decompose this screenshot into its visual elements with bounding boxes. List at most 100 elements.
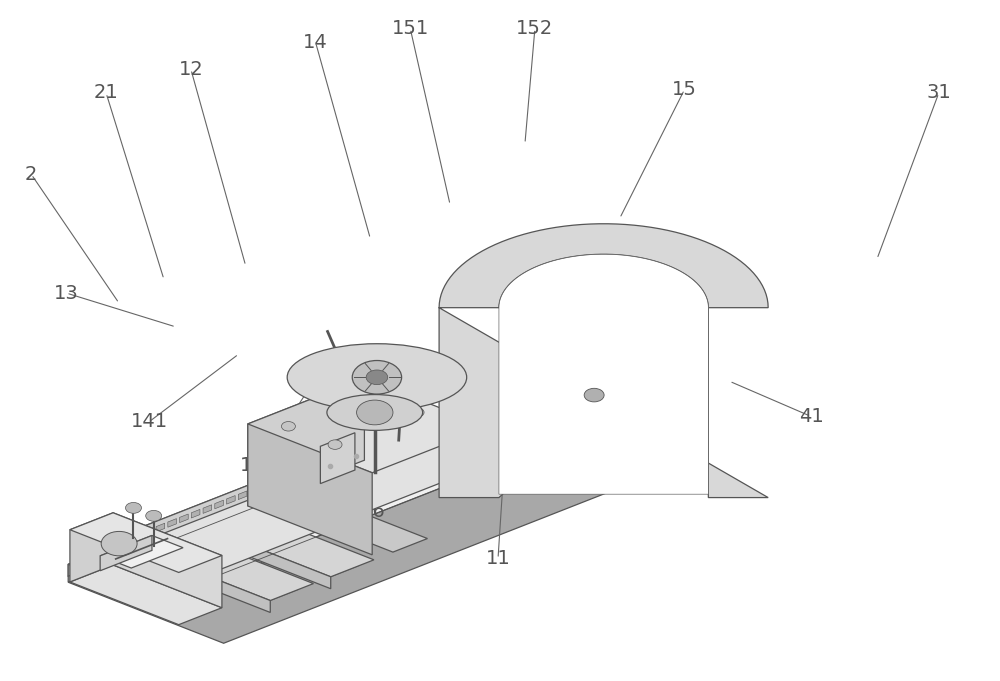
- Polygon shape: [238, 491, 247, 500]
- Polygon shape: [285, 473, 294, 481]
- Polygon shape: [420, 407, 472, 436]
- Polygon shape: [70, 513, 222, 573]
- Circle shape: [146, 510, 162, 521]
- Polygon shape: [182, 540, 192, 548]
- Polygon shape: [227, 496, 235, 504]
- Polygon shape: [473, 399, 482, 407]
- Polygon shape: [333, 481, 342, 489]
- Polygon shape: [500, 407, 655, 474]
- Polygon shape: [461, 403, 470, 412]
- Circle shape: [410, 408, 424, 417]
- Polygon shape: [156, 523, 165, 532]
- Polygon shape: [112, 394, 612, 590]
- Text: 12: 12: [178, 60, 203, 79]
- Polygon shape: [248, 424, 372, 555]
- Polygon shape: [121, 383, 509, 550]
- Polygon shape: [414, 422, 423, 430]
- Polygon shape: [195, 535, 204, 543]
- Text: 2: 2: [25, 165, 37, 184]
- Polygon shape: [320, 432, 355, 484]
- Text: 152: 152: [516, 19, 554, 38]
- Polygon shape: [273, 477, 282, 486]
- Polygon shape: [450, 408, 458, 417]
- Polygon shape: [308, 491, 317, 499]
- Circle shape: [357, 400, 393, 425]
- Polygon shape: [121, 383, 603, 572]
- Polygon shape: [297, 468, 306, 477]
- Polygon shape: [320, 486, 330, 494]
- Text: 31: 31: [926, 84, 951, 102]
- Circle shape: [506, 423, 518, 430]
- Polygon shape: [283, 501, 292, 509]
- Text: 151: 151: [392, 19, 429, 38]
- Polygon shape: [201, 565, 236, 588]
- Polygon shape: [191, 509, 200, 518]
- Polygon shape: [483, 422, 493, 430]
- Polygon shape: [497, 395, 685, 469]
- Polygon shape: [201, 565, 298, 603]
- Polygon shape: [351, 454, 393, 479]
- Polygon shape: [408, 452, 418, 460]
- Polygon shape: [344, 449, 353, 458]
- Polygon shape: [70, 513, 113, 582]
- Polygon shape: [245, 516, 254, 524]
- Polygon shape: [112, 394, 544, 582]
- Polygon shape: [68, 413, 655, 644]
- Polygon shape: [497, 383, 592, 432]
- Polygon shape: [471, 427, 480, 435]
- Text: 141: 141: [130, 413, 168, 431]
- Polygon shape: [100, 535, 183, 568]
- Circle shape: [363, 390, 377, 399]
- Polygon shape: [180, 548, 223, 577]
- Polygon shape: [383, 461, 393, 469]
- Circle shape: [522, 428, 534, 437]
- Polygon shape: [421, 447, 430, 455]
- Text: 142: 142: [240, 456, 277, 475]
- Polygon shape: [420, 407, 513, 443]
- Text: 21: 21: [94, 84, 118, 102]
- Polygon shape: [241, 541, 331, 589]
- Polygon shape: [180, 548, 313, 601]
- Polygon shape: [241, 524, 374, 577]
- Polygon shape: [370, 466, 380, 475]
- Polygon shape: [331, 514, 427, 552]
- Polygon shape: [215, 500, 223, 509]
- Polygon shape: [499, 254, 708, 494]
- Circle shape: [126, 503, 141, 513]
- Circle shape: [281, 422, 295, 431]
- Polygon shape: [157, 550, 167, 558]
- Polygon shape: [248, 378, 364, 506]
- Polygon shape: [121, 535, 214, 587]
- Polygon shape: [262, 541, 358, 580]
- Polygon shape: [270, 505, 280, 514]
- Polygon shape: [426, 417, 435, 426]
- Ellipse shape: [327, 394, 423, 430]
- Polygon shape: [497, 421, 590, 469]
- Polygon shape: [220, 525, 229, 533]
- Polygon shape: [248, 378, 489, 473]
- Polygon shape: [145, 555, 154, 563]
- Polygon shape: [439, 224, 768, 498]
- Circle shape: [537, 434, 549, 443]
- Polygon shape: [132, 560, 142, 568]
- Polygon shape: [396, 456, 405, 464]
- Polygon shape: [420, 427, 462, 452]
- Polygon shape: [68, 395, 500, 576]
- Polygon shape: [332, 454, 341, 462]
- Polygon shape: [379, 436, 388, 444]
- Polygon shape: [203, 505, 212, 513]
- Polygon shape: [250, 486, 259, 495]
- Text: 14: 14: [303, 33, 328, 52]
- Polygon shape: [403, 426, 411, 435]
- Polygon shape: [295, 496, 305, 504]
- Circle shape: [328, 440, 342, 449]
- Polygon shape: [351, 434, 402, 463]
- Polygon shape: [207, 530, 217, 539]
- Polygon shape: [262, 481, 270, 490]
- Text: 13: 13: [54, 283, 79, 302]
- Polygon shape: [458, 432, 468, 440]
- Polygon shape: [68, 565, 224, 637]
- Polygon shape: [262, 541, 296, 564]
- Polygon shape: [232, 520, 242, 528]
- Polygon shape: [367, 440, 376, 449]
